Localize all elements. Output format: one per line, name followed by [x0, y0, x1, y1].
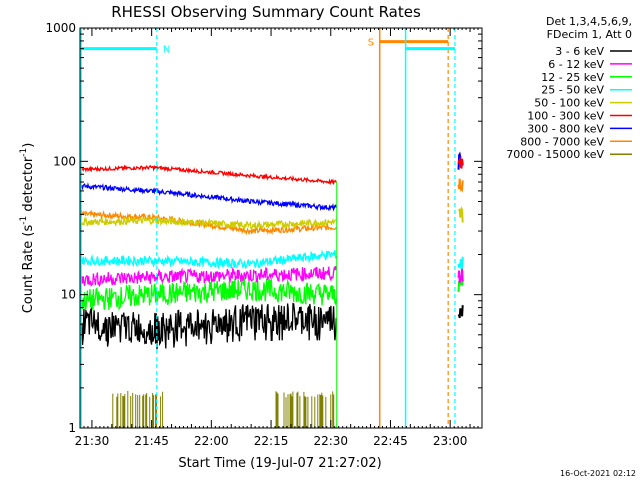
- x-tick-label: 22:15: [254, 434, 289, 448]
- y-tick-label: 1000: [45, 21, 76, 35]
- x-tick-label: 23:00: [433, 434, 468, 448]
- x-axis: 21:30 21:45 22:00 22:15 22:30 22:45 23:00: [75, 28, 479, 448]
- night-interval-3: [404, 28, 456, 428]
- x-tick-label: 21:45: [134, 434, 169, 448]
- series-7000-15000-kev-trace: [112, 391, 335, 428]
- x-tick-label: 22:30: [313, 434, 348, 448]
- x-tick-label: 22:45: [373, 434, 408, 448]
- legend-entry-label: 7000 - 15000 keV: [506, 148, 604, 161]
- plot-frame: [79, 27, 483, 429]
- legend-entry-label: 25 - 50 keV: [541, 84, 604, 97]
- x-tick-label: 22:00: [194, 434, 229, 448]
- saa-interval-2: S: [368, 28, 449, 428]
- y-axis: 1 10 100 1000: [45, 21, 482, 435]
- y-tick-label: 100: [53, 154, 76, 168]
- chart-title: RHESSI Observing Summary Count Rates: [111, 3, 421, 21]
- night-interval-1: N: [80, 28, 170, 428]
- legend-entry-label: 100 - 300 keV: [527, 110, 604, 123]
- legend-entry-label: 3 - 6 keV: [555, 45, 604, 58]
- legend: Det 1,3,4,5,6,9, FDecim 1, Att 0 3 - 6 k…: [506, 15, 632, 161]
- series-3-6-kev-trace: [80, 302, 464, 350]
- y-tick-label: 1: [68, 421, 76, 435]
- legend-entry-label: 800 - 7000 keV: [520, 135, 604, 148]
- x-tick-label: 21:30: [75, 434, 110, 448]
- series-50-100-kev-trace: [81, 206, 464, 231]
- night-label: N: [163, 45, 170, 56]
- x-axis-label: Start Time (19-Jul-07 21:27:02): [178, 456, 381, 471]
- series-100-300-kev-trace: [80, 155, 464, 186]
- legend-entry-label: 6 - 12 keV: [548, 58, 604, 71]
- series-800-7000-kev-trace: [80, 178, 464, 236]
- saa-label: S: [368, 38, 374, 49]
- legend-entry-label: 300 - 800 keV: [527, 122, 604, 135]
- y-tick-label: 10: [61, 288, 76, 302]
- legend-header-line-2: FDecim 1, Att 0: [547, 28, 632, 41]
- series-25-50-kev-trace: [80, 249, 464, 270]
- timestamp-stamp: 16-Oct-2021 02:12: [560, 469, 636, 478]
- plot-area: NS: [80, 28, 464, 428]
- legend-entry-label: 12 - 25 keV: [541, 71, 604, 84]
- legend-header-line-1: Det 1,3,4,5,6,9,: [546, 15, 632, 28]
- legend-entry-label: 50 - 100 keV: [534, 97, 604, 110]
- y-axis-label: Count Rate (s-1 detector-1): [19, 143, 36, 314]
- series-6-12-kev-trace: [80, 266, 464, 288]
